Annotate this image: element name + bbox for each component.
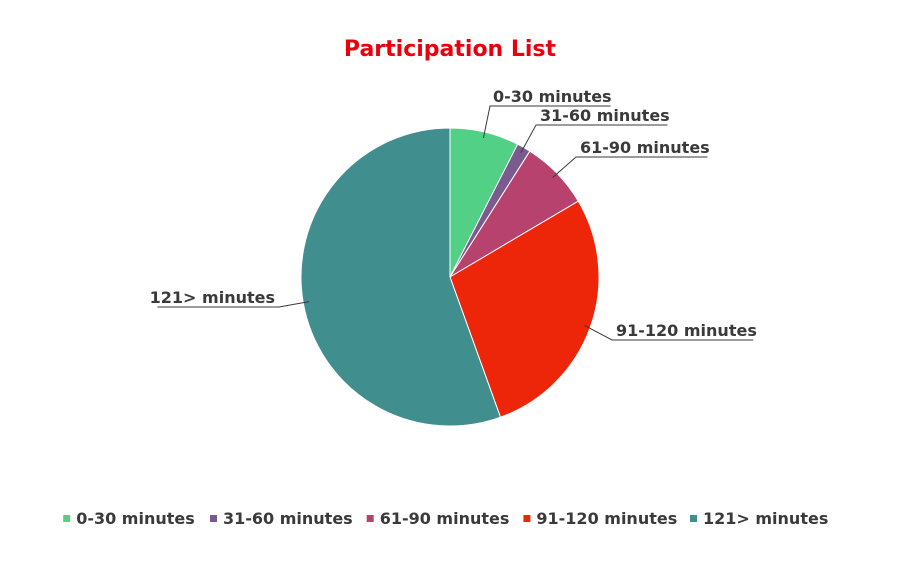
slice-label: 31-60 minutes (540, 106, 670, 125)
pie-slices (300, 127, 600, 427)
legend: 0-30 minutes 31-60 minutes 61-90 minutes 91… (63, 509, 828, 528)
legend-item-label: 61-90 minutes (380, 509, 510, 528)
slice-label: 91-120 minutes (616, 321, 757, 340)
legend-swatch (63, 515, 71, 522)
leader-line (552, 156, 708, 178)
legend-swatch (366, 515, 374, 522)
leader-line (482, 105, 611, 139)
leader-line (157, 301, 310, 308)
pie-slice (449, 200, 600, 418)
slice-label: 61-90 minutes (580, 138, 710, 157)
legend-item-label: 91-120 minutes (536, 509, 677, 528)
leader-line (520, 124, 668, 154)
legend-swatch (523, 515, 531, 522)
leader-line (584, 324, 754, 341)
chart-title: Participation List (344, 37, 557, 62)
legend-swatch (690, 515, 697, 522)
legend-item-label: 0-30 minutes (76, 509, 195, 528)
legend-item-label: 121> minutes (703, 509, 828, 528)
legend-item-label: 31-60 minutes (223, 509, 353, 528)
slice-label: 0-30 minutes (493, 87, 612, 106)
legend-swatch (210, 515, 217, 522)
slice-label: 121> minutes (150, 288, 275, 307)
leader-lines (157, 105, 754, 341)
